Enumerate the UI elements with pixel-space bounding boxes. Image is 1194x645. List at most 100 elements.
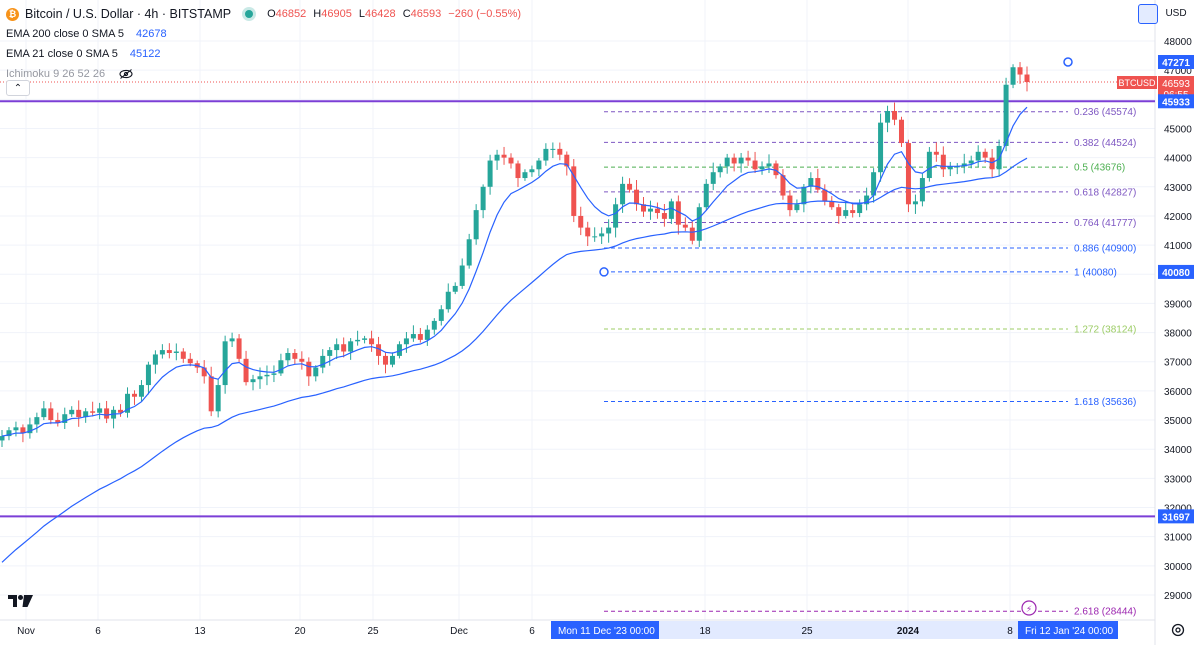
x-tick-label: 20 xyxy=(294,626,306,637)
candle-body xyxy=(773,163,779,176)
y-tick-label: 39000 xyxy=(1164,299,1192,310)
gear-icon[interactable] xyxy=(1170,622,1186,638)
candle-body xyxy=(313,367,319,377)
candle-body xyxy=(438,309,444,321)
candle-body xyxy=(208,376,214,412)
candle-body xyxy=(320,355,326,368)
candle-body xyxy=(703,183,709,208)
indicator-ichimoku[interactable]: Ichimoku 9 26 52 26 xyxy=(6,64,525,84)
candle-body xyxy=(403,338,409,345)
candle-body xyxy=(494,154,500,161)
indicator-ema200[interactable]: EMA 200 close 0 SMA 5 42678 xyxy=(6,24,525,44)
collapse-legend-button[interactable]: ⌃ xyxy=(6,80,30,96)
chevron-up-icon: ⌃ xyxy=(13,82,23,94)
ohlc-values: O46852 H46905 L46428 C46593 −260 (−0.55%… xyxy=(267,8,522,20)
candle-body xyxy=(118,409,124,413)
candle-body xyxy=(125,393,131,413)
candle-body xyxy=(417,334,423,340)
indicator-ema21[interactable]: EMA 21 close 0 SMA 5 45122 xyxy=(6,44,525,64)
y-tick-label: 42000 xyxy=(1164,212,1192,223)
fib-label-1.618: 1.618 (35636) xyxy=(1074,397,1136,408)
candle-body xyxy=(0,436,5,441)
candle-body xyxy=(689,227,695,241)
candle-body xyxy=(613,204,619,228)
price-axis-label: 47271 xyxy=(1162,58,1190,69)
y-tick-label: 37000 xyxy=(1164,358,1192,369)
candle-body xyxy=(829,201,835,208)
candle-body xyxy=(738,157,744,164)
x-tick-label: 13 xyxy=(194,626,206,637)
x-tick-label: Dec xyxy=(450,626,468,637)
candle-body xyxy=(578,215,584,228)
candle-body xyxy=(243,358,249,383)
candle-body xyxy=(152,354,158,365)
price-change: −260 (−0.55%) xyxy=(448,8,522,20)
lightning-icon: ⚡ xyxy=(1026,604,1032,614)
candle-body xyxy=(654,208,660,214)
candle-body xyxy=(592,236,598,238)
alert-icon[interactable] xyxy=(1021,600,1037,616)
symbol-title[interactable]: Bitcoin / U.S. Dollar · 4h · BITSTAMP xyxy=(25,7,232,21)
chart-legend: ₿ Bitcoin / U.S. Dollar · 4h · BITSTAMP … xyxy=(6,4,525,84)
candle-body xyxy=(850,210,856,214)
candle-body xyxy=(480,186,486,211)
screenshot-icon[interactable] xyxy=(1138,4,1158,24)
candle-body xyxy=(627,183,633,190)
candle-body xyxy=(20,427,26,434)
candle-body xyxy=(731,157,737,164)
y-tick-label: 31000 xyxy=(1164,533,1192,544)
symbol-price-tag xyxy=(1117,76,1157,89)
candle-body xyxy=(564,154,570,167)
candle-body xyxy=(919,178,925,202)
candle-body xyxy=(905,143,911,205)
ema200-value: 42678 xyxy=(136,28,167,40)
candle-body xyxy=(543,148,549,161)
candle-body xyxy=(947,166,953,170)
candle-body xyxy=(55,420,61,423)
x-tick-label: 6 xyxy=(95,626,101,637)
fib-anchor-end[interactable] xyxy=(1063,57,1073,67)
candle-body xyxy=(410,334,416,339)
candle-body xyxy=(362,338,368,340)
candle-body xyxy=(550,148,556,150)
price-axis-label: 40080 xyxy=(1162,268,1190,279)
candle-body xyxy=(76,409,82,418)
candle-body xyxy=(710,172,716,184)
currency-selector[interactable]: USD xyxy=(1165,7,1187,19)
candle-body xyxy=(34,417,40,425)
fib-anchor-start[interactable] xyxy=(599,267,609,277)
ema21-value: 45122 xyxy=(129,48,161,60)
candle-body xyxy=(926,151,932,179)
candle-body xyxy=(634,189,640,205)
candle-body xyxy=(557,148,563,155)
x-range-band xyxy=(659,621,1018,639)
candle-body xyxy=(222,341,228,386)
candle-body xyxy=(843,210,849,216)
candle-body xyxy=(522,172,528,179)
x-tick-label-range: 8 xyxy=(1007,626,1013,637)
candle-body xyxy=(857,204,863,214)
candle-body xyxy=(571,166,577,216)
candle-body xyxy=(27,424,33,434)
candle-body xyxy=(138,385,144,397)
candle-body xyxy=(48,408,54,421)
tradingview-logo xyxy=(8,595,33,607)
candle-body xyxy=(83,411,89,418)
candle-body xyxy=(445,291,451,310)
price-axis-box xyxy=(1158,264,1194,279)
candle-body xyxy=(180,351,186,359)
y-tick-label: 47000 xyxy=(1164,66,1192,77)
candle-body xyxy=(466,239,472,266)
candle-body xyxy=(668,201,674,219)
candle-body xyxy=(306,361,312,377)
candle-body xyxy=(536,160,542,170)
candle-body xyxy=(487,160,493,187)
fib-label-1.272: 1.272 (38124) xyxy=(1074,324,1136,335)
candle-body xyxy=(327,350,333,356)
eye-off-icon[interactable] xyxy=(119,69,133,79)
candle-body xyxy=(508,157,514,164)
market-status-icon[interactable] xyxy=(245,10,254,18)
candle-body xyxy=(6,430,12,437)
symbol-row: ₿ Bitcoin / U.S. Dollar · 4h · BITSTAMP … xyxy=(6,4,525,24)
